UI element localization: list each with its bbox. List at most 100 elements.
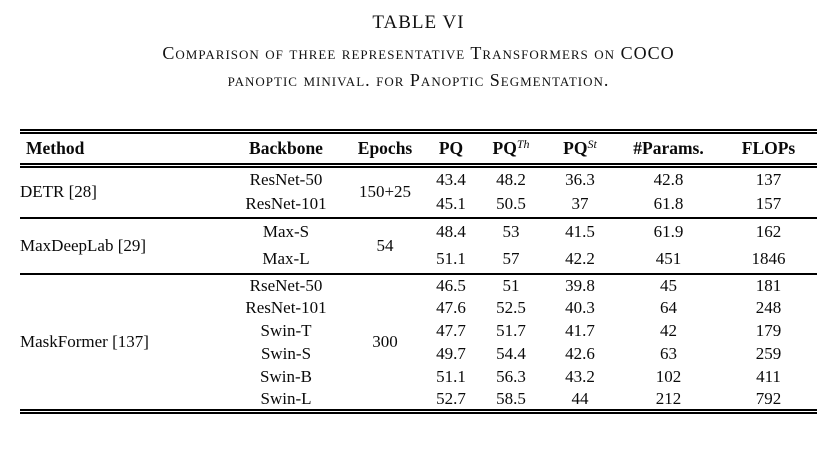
section-maxdeeplab: MaxDeepLab [29] Max-S 54 48.4 53 41.5 61… [20, 216, 817, 274]
pq-th-cell: 53 [479, 216, 543, 246]
pq-st-superscript: St [587, 137, 597, 151]
backbone-cell: RseNet-50 [225, 272, 347, 297]
pq-st-cell: 40.3 [565, 298, 595, 317]
section-detr: DETR [28] ResNet-50 150+25 43.4 48.2 36.… [20, 166, 817, 218]
pq-th-cell: 58.5 [496, 388, 526, 408]
col-header-params: #Params. [617, 129, 720, 168]
col-header-backbone: Backbone [225, 129, 347, 168]
flops-cell: 411 [756, 367, 781, 386]
col-header-pq-th: PQTh [479, 129, 543, 168]
table-row: Swin-S 49.7 54.4 42.6 63 259 [20, 343, 817, 366]
params-cell: 42.8 [653, 169, 684, 189]
caption-line-2: panoptic minival. for Panoptic Segmentat… [227, 70, 610, 90]
table-header: Method Backbone Epochs PQ PQTh PQSt #Par… [20, 129, 817, 168]
pq-cell: 45.1 [436, 194, 466, 213]
pq-th-cell: 56.3 [496, 367, 526, 386]
section-maskformer: MaskFormer [137] RseNet-50 300 46.5 51 3… [20, 272, 817, 412]
table-row: MaskFormer [137] RseNet-50 300 46.5 51 3… [20, 272, 817, 412]
flops-cell: 259 [755, 344, 782, 363]
pq-st-cell: 39.8 [543, 272, 617, 297]
table-row: DETR [28] ResNet-50 150+25 43.4 48.2 36.… [20, 166, 817, 202]
params-cell: 102 [655, 367, 682, 386]
pq-st-cell: 44 [571, 388, 589, 408]
params-cell: 45 [617, 272, 720, 297]
table-row: Swin-L 52.7 58.5 44 212 792 [20, 389, 817, 412]
col-header-method: Method [20, 129, 225, 168]
params-cell: 451 [655, 249, 682, 268]
backbone-cell: Swin-L [260, 388, 312, 408]
results-table: Method Backbone Epochs PQ PQTh PQSt #Par… [20, 129, 817, 414]
pq-th-cell: 51 [479, 272, 543, 297]
backbone-cell: ResNet-101 [245, 298, 327, 317]
results-table-container: Method Backbone Epochs PQ PQTh PQSt #Par… [20, 129, 817, 414]
pq-st-base: PQ [563, 138, 588, 158]
backbone-cell: Max-L [262, 249, 310, 268]
params-cell: 212 [655, 388, 682, 408]
col-header-flops: FLOPs [720, 129, 817, 168]
backbone-cell: Swin-B [260, 367, 312, 386]
pq-cell: 47.6 [436, 298, 466, 317]
pq-st-cell: 42.2 [565, 249, 595, 268]
caption-line-1: Comparison of three representative Trans… [162, 43, 675, 63]
pq-cell: 48.4 [423, 216, 479, 246]
pq-cell: 51.1 [436, 249, 466, 268]
pq-st-cell: 37 [571, 194, 589, 213]
flops-cell: 179 [755, 321, 782, 340]
backbone-cell: Max-S [225, 216, 347, 246]
table-caption: Comparison of three representative Trans… [0, 40, 837, 94]
table-row: Swin-B 51.1 56.3 43.2 102 411 [20, 366, 817, 389]
flops-cell: 162 [720, 216, 817, 246]
pq-th-cell: 51.7 [496, 321, 526, 340]
pq-cell: 51.1 [436, 367, 466, 386]
pq-cell: 43.4 [436, 169, 466, 189]
table-row: ResNet-101 45.1 50.5 37 61.8 157 [20, 192, 817, 218]
col-header-pq: PQ [423, 129, 479, 168]
params-cell: 64 [660, 298, 677, 317]
params-cell: 61.8 [653, 194, 684, 213]
pq-th-cell: 52.5 [496, 298, 526, 317]
backbone-cell: Swin-S [260, 344, 312, 363]
pq-th-base: PQ [492, 138, 517, 158]
backbone-cell: ResNet-101 [245, 194, 327, 213]
pq-st-cell: 36.3 [565, 169, 595, 189]
epochs-cell: 150+25 [358, 182, 412, 202]
flops-cell: 792 [755, 388, 782, 408]
table-row: Max-L 51.1 57 42.2 451 1846 [20, 246, 817, 274]
method-cell: DETR [28] [20, 182, 97, 202]
flops-cell: 248 [755, 298, 782, 317]
table-row: ResNet-101 47.6 52.5 40.3 64 248 [20, 297, 817, 320]
col-header-pq-st: PQSt [543, 129, 617, 168]
pq-cell: 46.5 [423, 272, 479, 297]
epochs-cell: 54 [347, 216, 423, 274]
pq-th-superscript: Th [516, 137, 530, 151]
pq-th-cell: 50.5 [496, 194, 526, 213]
params-cell: 42 [660, 321, 677, 340]
params-cell: 63 [660, 344, 677, 363]
pq-st-cell: 43.2 [565, 367, 595, 386]
pq-cell: 49.7 [436, 344, 466, 363]
table-row: Swin-T 47.7 51.7 41.7 42 179 [20, 320, 817, 343]
flops-cell: 1846 [751, 249, 786, 268]
pq-st-cell: 41.7 [565, 321, 595, 340]
table-title: TABLE VI [372, 12, 465, 33]
pq-cell: 47.7 [436, 321, 466, 340]
pq-cell: 52.7 [436, 388, 466, 408]
pq-st-cell: 42.6 [565, 344, 595, 363]
method-cell: MaxDeepLab [29] [20, 216, 225, 274]
col-header-epochs: Epochs [347, 129, 423, 168]
method-cell: MaskFormer [137] [20, 272, 225, 412]
header-row: Method Backbone Epochs PQ PQTh PQSt #Par… [20, 129, 817, 168]
params-cell: 61.9 [617, 216, 720, 246]
epochs-cell: 300 [347, 272, 423, 412]
backbone-cell: Swin-T [260, 321, 312, 340]
pq-th-cell: 57 [502, 249, 520, 268]
pq-th-cell: 54.4 [496, 344, 526, 363]
flops-cell: 157 [755, 194, 782, 213]
pq-th-cell: 48.2 [496, 169, 526, 189]
table-row: MaxDeepLab [29] Max-S 54 48.4 53 41.5 61… [20, 216, 817, 274]
pq-st-cell: 41.5 [543, 216, 617, 246]
flops-cell: 181 [720, 272, 817, 297]
backbone-cell: ResNet-50 [249, 169, 323, 189]
flops-cell: 137 [755, 169, 782, 189]
